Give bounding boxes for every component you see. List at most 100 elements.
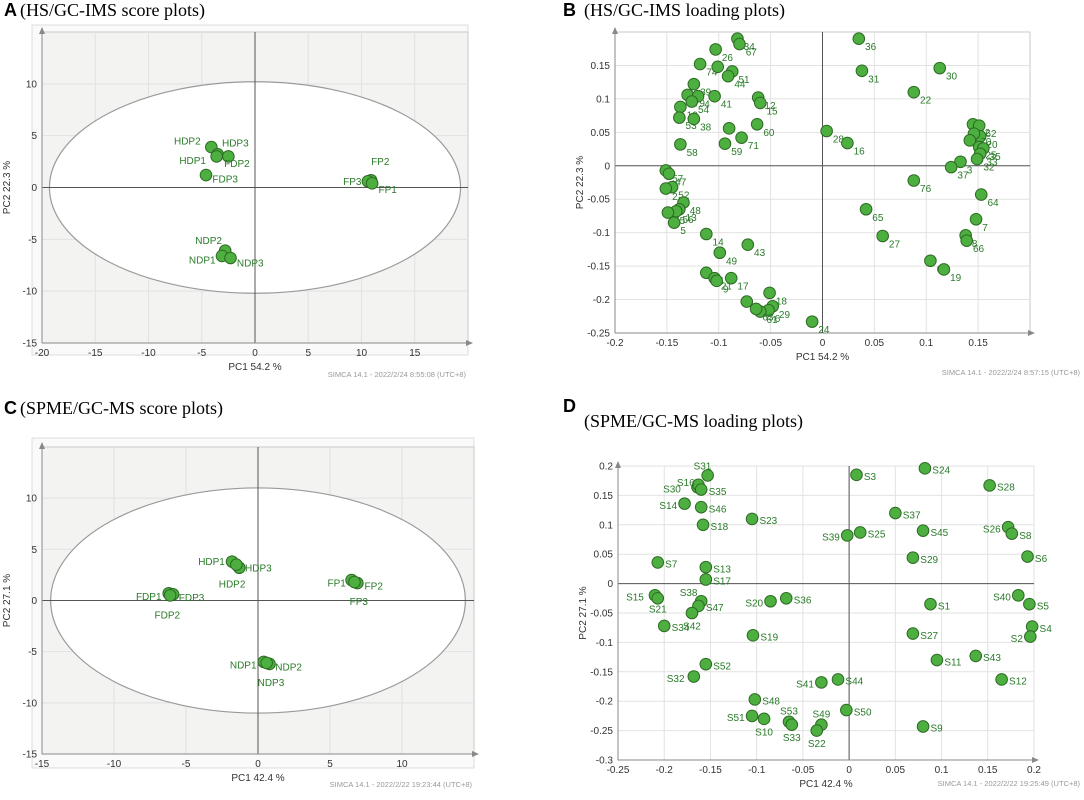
data-point: [924, 597, 937, 611]
data-point: [685, 606, 699, 620]
data-point: [687, 670, 701, 683]
panel-b-title: (HS/GC-IMS loading plots): [584, 0, 785, 21]
point-label: S3: [864, 472, 877, 483]
y-tick-label: -0.1: [593, 228, 611, 239]
point-label: S30: [663, 484, 681, 495]
y-tick-label: -15: [23, 339, 38, 350]
point-label: S51: [727, 713, 745, 724]
y-tick-label: 5: [31, 131, 37, 142]
point-label: S49: [812, 710, 830, 721]
software-footer: SIMCA 14.1 - 2022/2/22 19:23:44 (UTC+8): [330, 780, 473, 789]
x-tick-label: -0.05: [791, 765, 814, 776]
point-label: S41: [796, 680, 814, 691]
y-axis-label: PC2 22.3 %: [2, 161, 13, 214]
x-tick-label: 0.1: [935, 765, 949, 776]
point-label: 5: [680, 226, 686, 237]
point-label: 61: [766, 315, 778, 326]
x-axis-label: PC1 54.2 %: [796, 352, 849, 363]
data-point: [651, 592, 665, 605]
data-point: [750, 118, 764, 131]
point-label: 36: [865, 42, 877, 53]
point-label: 79: [694, 98, 706, 109]
point-label: S48: [762, 697, 780, 708]
x-tick-label: -0.15: [699, 765, 722, 776]
data-point: [1024, 630, 1037, 643]
point-label: 57: [672, 174, 684, 185]
point-label: S2: [1011, 634, 1024, 645]
x-tick-label: -0.15: [655, 338, 678, 349]
x-tick-label: 0.05: [886, 765, 906, 776]
x-tick-label: -0.1: [710, 338, 728, 349]
panel-d-title: (SPME/GC-MS loading plots): [584, 411, 803, 432]
x-axis-arrow: [1032, 757, 1039, 763]
point-label: S34: [672, 623, 690, 634]
software-footer: SIMCA 14.1 - 2022/2/22 19:25:49 (UTC+8): [938, 779, 1081, 788]
point-label: 71: [748, 141, 760, 152]
point-label: HDP2: [219, 580, 246, 591]
point-label: 43: [754, 248, 766, 259]
point-label: FDP2: [154, 610, 180, 621]
point-label: FP3: [343, 177, 362, 188]
data-point: [779, 592, 793, 605]
panel-b-plot: -0.2 -0.15 -0.1 -0.05 0 0.05 0.1 0.15-0.25-0.2-…: [575, 27, 1081, 377]
data-point: [757, 712, 771, 726]
y-axis-arrow: [612, 27, 618, 34]
point-label: 66: [973, 244, 985, 255]
data-point: [785, 718, 799, 732]
x-tick-label: 0.2: [1027, 765, 1041, 776]
panel-b-letter: B: [563, 0, 576, 20]
x-axis-label: PC1 42.4 %: [231, 773, 284, 784]
data-point: [199, 168, 213, 182]
point-label: 35: [990, 152, 1002, 163]
point-label: FDP2: [224, 159, 250, 170]
point-label: S8: [1019, 531, 1032, 542]
data-point: [763, 286, 776, 300]
point-label: S25: [868, 530, 886, 541]
x-tick-label: -0.05: [759, 338, 782, 349]
data-point: [974, 188, 988, 201]
x-tick-label: -5: [182, 759, 191, 770]
data-point: [944, 160, 958, 174]
point-label: 38: [700, 122, 712, 133]
panel-d-plot: -0.25 -0.2 -0.15 -0.1 -0.05 0 0.05 0.1 0.15 0.2 -0…: [578, 461, 1080, 790]
point-label: S27: [920, 631, 938, 642]
y-axis-arrow: [615, 461, 621, 468]
y-tick-label: 0.1: [596, 94, 610, 105]
data-point: [674, 138, 687, 151]
point-label: 6: [775, 314, 781, 325]
x-axis-label: PC1 42.4 %: [799, 779, 852, 790]
data-point: [694, 483, 708, 496]
data-point: [745, 512, 759, 526]
data-point: [937, 263, 951, 276]
point-label: S50: [854, 707, 872, 718]
x-tick-label: -10: [107, 759, 122, 770]
data-point: [740, 295, 754, 308]
data-point: [840, 529, 854, 542]
y-tick-label: 0.05: [594, 550, 614, 561]
point-label: 67: [746, 48, 758, 59]
point-label: 12: [764, 101, 776, 112]
data-point: [753, 96, 767, 110]
data-point: [673, 111, 686, 124]
point-label: 47: [675, 177, 687, 188]
data-point: [722, 122, 736, 135]
point-label: 18: [776, 296, 788, 307]
point-label: 15: [766, 106, 778, 117]
y-axis-label: PC2 22.3 %: [575, 156, 586, 209]
data-point: [853, 526, 867, 539]
data-point: [1011, 589, 1025, 602]
y-tick-label: -0.2: [593, 295, 611, 306]
point-label: FDP1: [136, 592, 162, 603]
data-point: [711, 60, 725, 74]
x-tick-label: 5: [327, 759, 333, 770]
point-label: 64: [987, 198, 999, 209]
y-tick-label: 10: [26, 79, 38, 90]
point-label: S5: [1037, 601, 1050, 612]
x-tick-label: 10: [396, 759, 408, 770]
data-point: [348, 575, 361, 589]
x-tick-label: -15: [35, 759, 50, 770]
point-label: S17: [713, 577, 731, 588]
point-label: S45: [930, 528, 948, 539]
